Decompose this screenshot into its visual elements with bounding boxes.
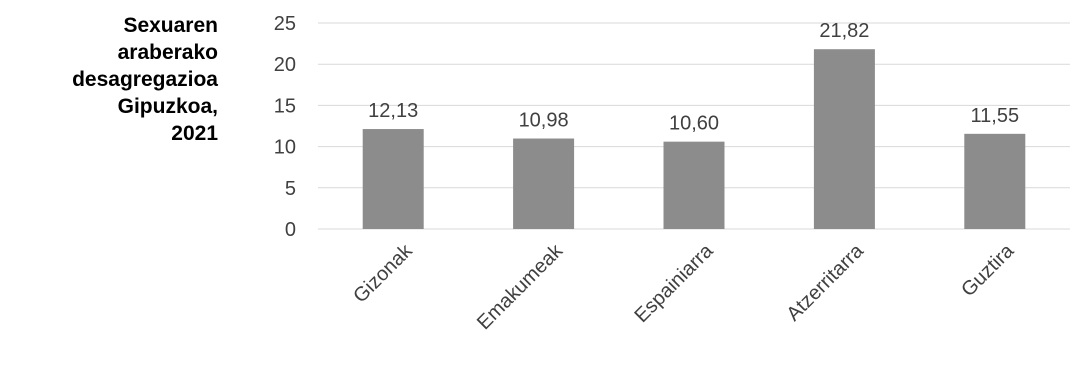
x-tick-label: Guztira	[957, 239, 1019, 301]
bar	[964, 133, 1026, 229]
x-tick-label: Emakumeak	[473, 239, 568, 334]
bar	[663, 141, 725, 229]
bar	[362, 129, 424, 229]
x-tick-label: Atzerritarra	[782, 239, 868, 325]
y-tick-label: 25	[274, 13, 296, 35]
y-tick-label: 10	[274, 137, 296, 159]
chart-title-line: Sexuaren	[123, 14, 218, 37]
y-tick-label: 5	[285, 178, 296, 200]
data-label: 11,55	[971, 105, 1020, 127]
y-tick-label: 0	[285, 219, 296, 241]
x-tick-label: Espainiarra	[630, 239, 718, 327]
bars	[362, 49, 1026, 229]
chart-title-line: 2021	[171, 122, 218, 145]
data-label: 10,98	[519, 110, 569, 132]
chart-title-line: desagregazioa	[72, 68, 218, 91]
bar	[513, 138, 575, 229]
y-tick-label: 15	[274, 95, 296, 117]
x-axis: Gizonak Emakumeak Espainiarra Atzerritarra G…	[349, 239, 1019, 334]
data-label: 12,13	[368, 100, 418, 122]
data-label: 10,60	[669, 113, 719, 135]
chart-title-line: araberako	[117, 41, 218, 64]
chart-title-line: Gipuzkoa,	[117, 95, 218, 118]
data-label: 21,82	[819, 20, 869, 42]
x-tick-label: Gizonak	[349, 239, 417, 307]
bar	[813, 49, 875, 229]
chart-title: Sexuaren araberako desagregazioa Gipuzko…	[0, 12, 218, 147]
data-labels: 12,13 10,98 10,60 21,82 11,55	[368, 20, 1019, 134]
y-tick-label: 20	[274, 54, 296, 76]
y-axis: 0 5 10 15 20 25	[274, 13, 296, 241]
